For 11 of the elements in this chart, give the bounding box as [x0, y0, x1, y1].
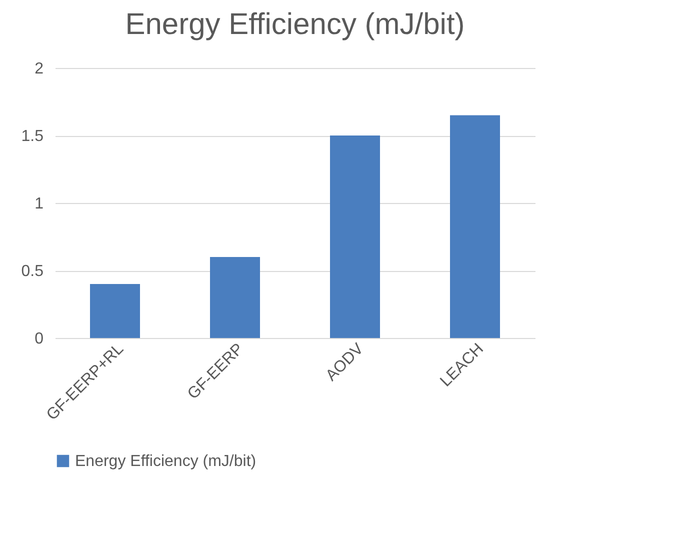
- y-tick-label: 2: [34, 60, 44, 78]
- bar: [330, 136, 380, 338]
- y-tick-label: 1.5: [21, 128, 44, 145]
- y-tick-label: 0: [34, 330, 44, 348]
- y-tick-label: 1: [34, 196, 44, 212]
- legend-label: Energy Efficiency (mJ/bit): [75, 453, 256, 470]
- bar: [90, 284, 140, 338]
- chart-title: Energy Efficiency (mJ/bit): [125, 8, 465, 41]
- y-tick-label: 0.5: [21, 263, 44, 280]
- bar: [210, 257, 260, 338]
- bar: [450, 115, 500, 338]
